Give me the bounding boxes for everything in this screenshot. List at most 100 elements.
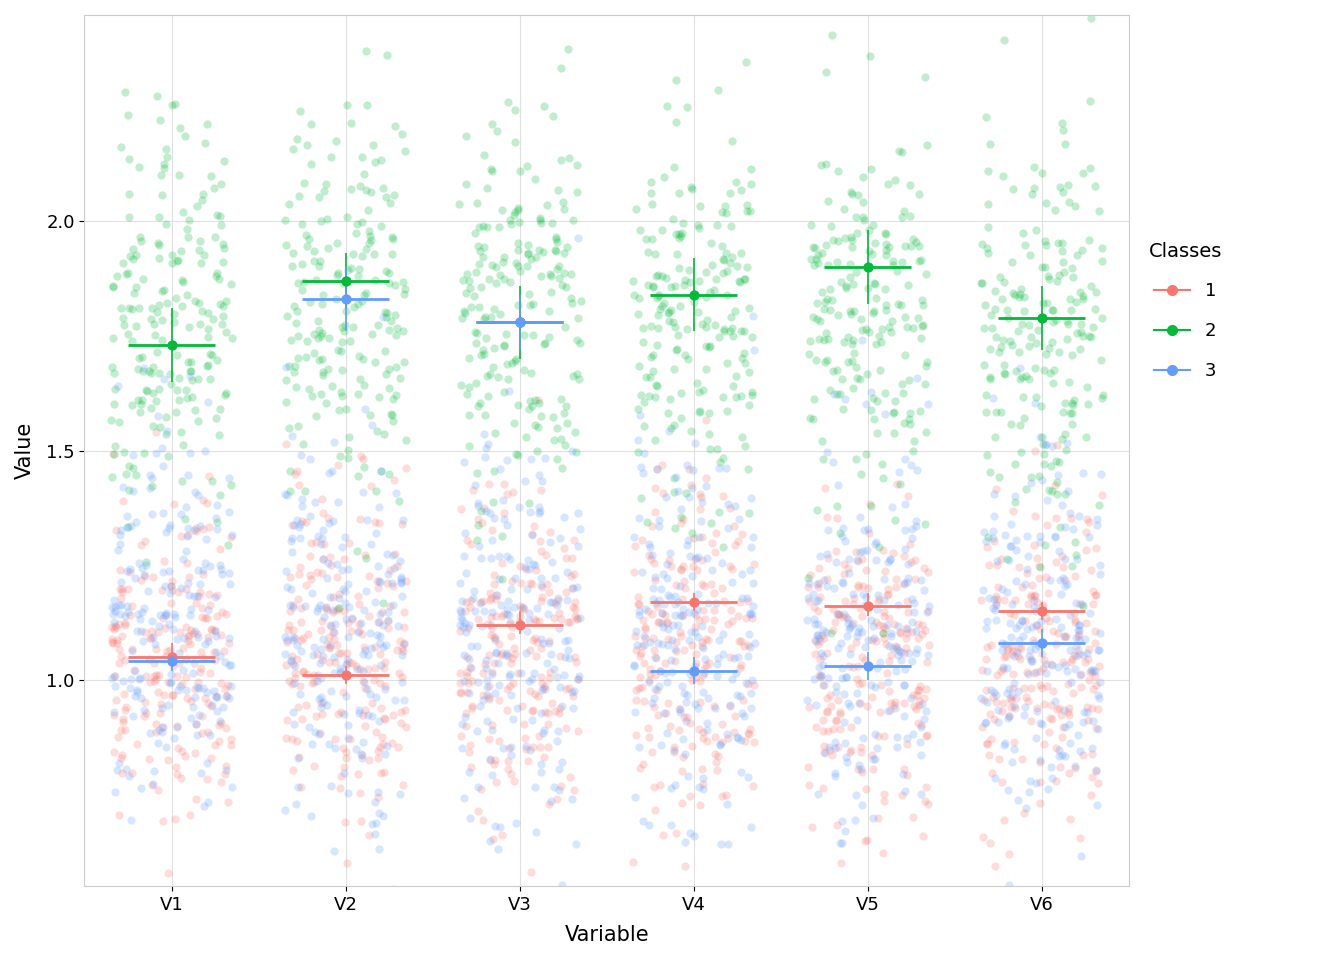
Point — [797, 759, 818, 775]
Point — [395, 574, 417, 589]
Point — [175, 129, 196, 144]
Point — [707, 668, 728, 684]
Point — [202, 473, 223, 489]
Point — [832, 670, 853, 685]
Point — [173, 631, 195, 646]
Point — [155, 216, 176, 231]
Point — [857, 659, 879, 674]
Point — [895, 522, 917, 538]
Point — [153, 554, 175, 569]
Point — [692, 634, 714, 649]
Point — [503, 599, 524, 614]
Point — [367, 573, 388, 588]
Point — [732, 345, 754, 360]
Point — [294, 598, 316, 613]
Point — [167, 718, 188, 733]
Point — [216, 538, 238, 553]
Point — [676, 709, 698, 725]
Point — [319, 655, 340, 670]
Point — [855, 396, 876, 412]
Point — [148, 735, 169, 751]
Point — [1091, 253, 1113, 269]
Point — [1064, 661, 1086, 677]
Point — [894, 415, 915, 430]
Point — [308, 323, 329, 338]
Point — [473, 812, 495, 828]
Point — [328, 458, 349, 473]
Point — [1079, 672, 1101, 687]
Point — [1046, 312, 1067, 327]
Point — [706, 217, 727, 232]
Point — [730, 246, 751, 261]
Point — [207, 352, 228, 368]
Point — [808, 561, 829, 576]
Point — [984, 684, 1005, 699]
Point — [1044, 477, 1066, 492]
Point — [567, 157, 589, 173]
Point — [977, 246, 999, 261]
Point — [679, 549, 700, 564]
Point — [650, 269, 672, 284]
Point — [554, 245, 575, 260]
Point — [724, 389, 746, 404]
Point — [200, 699, 222, 714]
Point — [327, 556, 348, 571]
Point — [1068, 623, 1090, 638]
Point — [628, 739, 649, 755]
Point — [652, 619, 673, 635]
Point — [513, 327, 535, 343]
Point — [359, 568, 380, 584]
Point — [845, 635, 867, 650]
Point — [692, 640, 714, 656]
Point — [1060, 654, 1082, 669]
Point — [312, 522, 333, 538]
Point — [500, 216, 521, 231]
Point — [203, 180, 224, 196]
Point — [1070, 744, 1091, 759]
Point — [457, 675, 478, 690]
Point — [185, 792, 207, 807]
Point — [140, 630, 161, 645]
Point — [456, 266, 477, 281]
Point — [1025, 603, 1047, 618]
Point — [210, 488, 231, 503]
Point — [473, 500, 495, 516]
Point — [220, 679, 242, 694]
Point — [190, 660, 211, 676]
Point — [1030, 560, 1051, 575]
Point — [628, 681, 649, 696]
Point — [645, 682, 667, 697]
Point — [290, 779, 312, 794]
Point — [528, 468, 550, 483]
Point — [892, 708, 914, 724]
Point — [972, 662, 993, 678]
Point — [472, 343, 493, 358]
Point — [625, 728, 646, 743]
Point — [544, 229, 566, 245]
Point — [199, 558, 220, 573]
Point — [716, 403, 738, 419]
Point — [155, 608, 176, 623]
Point — [488, 678, 509, 693]
Point — [808, 631, 829, 646]
Point — [352, 646, 374, 661]
Point — [982, 391, 1004, 406]
Point — [172, 204, 194, 219]
Point — [481, 257, 503, 273]
Point — [519, 642, 540, 658]
Point — [336, 652, 358, 667]
Point — [210, 775, 231, 790]
Point — [996, 660, 1017, 675]
Point — [180, 601, 202, 616]
Point — [513, 716, 535, 732]
Point — [632, 756, 653, 771]
Point — [384, 359, 406, 374]
Point — [1056, 436, 1078, 451]
Point — [695, 612, 716, 627]
Point — [298, 381, 320, 396]
Point — [458, 617, 480, 633]
Point — [122, 447, 144, 463]
Point — [638, 817, 660, 832]
Point — [644, 649, 665, 664]
Point — [806, 296, 828, 311]
